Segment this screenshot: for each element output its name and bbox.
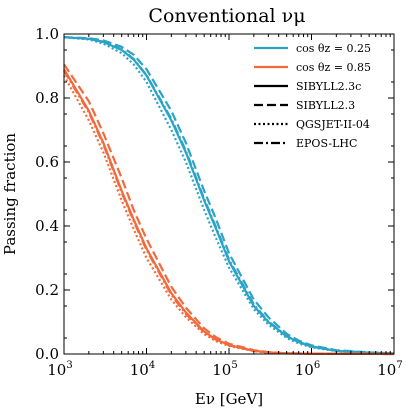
- x-tick-label: 107: [377, 360, 402, 379]
- legend: cos θz = 0.25 cos θz = 0.85 SIBYLL2.3c SIBY…: [254, 42, 371, 150]
- y-tick-label: 0.0: [35, 345, 59, 363]
- y-tick-label: 0.2: [35, 281, 59, 299]
- chart-title: Conventional νμ: [148, 5, 305, 27]
- y-axis-label: Passing fraction: [1, 133, 19, 256]
- y-tick-label: 0.6: [35, 153, 59, 171]
- series-line-cos025-epos-lhc: [63, 36, 395, 355]
- legend-label: SIBYLL2.3c: [296, 80, 361, 93]
- y-tick-label: 1.0: [35, 25, 59, 43]
- legend-label: cos θz = 0.25: [296, 42, 371, 55]
- legend-label: cos θz = 0.85: [296, 61, 371, 74]
- x-tick-label: 106: [295, 360, 320, 379]
- series-line-cos025-qgsjet-ii-04: [63, 36, 395, 355]
- legend-label: SIBYLL2.3: [296, 99, 355, 112]
- legend-label: QGSJET-II-04: [296, 118, 370, 131]
- x-axis-label: Eν [GeV]: [195, 390, 263, 408]
- x-tick-label: 103: [47, 360, 72, 379]
- series-lines: [63, 36, 395, 356]
- series-line-cos085-epos-lhc: [63, 70, 395, 356]
- x-tick-label: 104: [130, 360, 155, 379]
- y-tick-label: 0.4: [35, 217, 59, 235]
- axes: 103 104 105 106 107 0.0 0.2 0.4 0.6 0.8 1.0: [35, 25, 403, 379]
- series-line-cos085-qgsjet-ii-04: [63, 75, 395, 356]
- legend-label: EPOS-LHC: [296, 137, 357, 150]
- y-tick-label: 0.8: [35, 89, 59, 107]
- x-tick-label: 105: [212, 360, 237, 379]
